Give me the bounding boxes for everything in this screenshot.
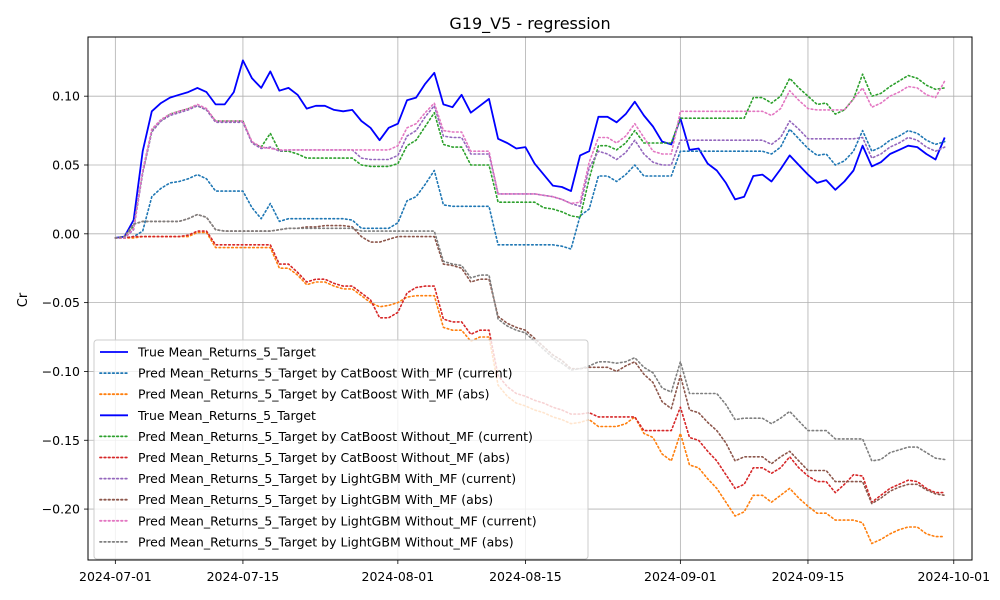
x-tick-label: 2024-07-15	[207, 569, 280, 584]
y-tick-label: 0.05	[52, 157, 80, 172]
y-axis-label: Cr	[16, 292, 31, 307]
series-line-6-pred-mean-returns-5-target-by-lightgbm-with-mf-current	[114, 105, 946, 239]
legend-box	[93, 339, 589, 560]
series-line-2-pred-mean-returns-5-target-by-catboost-with-mf-abs	[114, 231, 946, 545]
x-tick-label: 2024-09-15	[772, 569, 845, 584]
legend-label-8: Pred Mean_Returns_5_Target by LightGBM W…	[138, 513, 537, 528]
legend-label-0: True Mean_Returns_5_Target	[137, 345, 316, 360]
x-tick-label: 2024-07-01	[79, 569, 152, 584]
legend-label-9: Pred Mean_Returns_5_Target by LightGBM W…	[138, 534, 514, 549]
legend-label-5: Pred Mean_Returns_5_Target by CatBoost W…	[138, 450, 510, 465]
legend-label-6: Pred Mean_Returns_5_Target by LightGBM W…	[138, 471, 516, 486]
legend-label-2: Pred Mean_Returns_5_Target by CatBoost W…	[138, 387, 489, 402]
series-lines	[114, 59, 946, 545]
x-tick-label: 2024-08-15	[489, 569, 562, 584]
y-tick-label: −0.15	[42, 433, 80, 448]
series-line-1-pred-mean-returns-5-target-by-catboost-with-mf-current	[114, 128, 946, 250]
series-line-0-true-mean-returns-5-target	[115, 59, 946, 239]
y-tick-label: 0.10	[52, 89, 80, 104]
chart-title: G19_V5 - regression	[449, 14, 610, 34]
plot-frame	[87, 36, 973, 561]
legend-label-4: Pred Mean_Returns_5_Target by CatBoost W…	[138, 429, 533, 444]
y-tick-label: −0.20	[42, 502, 80, 517]
series-line-8-pred-mean-returns-5-target-by-lightgbm-without-mf-current	[114, 80, 946, 239]
legend: True Mean_Returns_5_Target Pred Mean_Retu…	[93, 339, 589, 560]
y-tick-label: −0.05	[42, 295, 80, 310]
y-tick-label: 0.00	[52, 226, 80, 241]
legend-label-1: Pred Mean_Returns_5_Target by CatBoost W…	[138, 366, 512, 381]
x-tick-label: 2024-08-01	[362, 569, 435, 584]
x-tick-label: 2024-09-01	[644, 569, 717, 584]
legend-label-7: Pred Mean_Returns_5_Target by LightGBM W…	[138, 492, 493, 507]
series-line-9-pred-mean-returns-5-target-by-lightgbm-without-mf-abs	[114, 213, 946, 462]
legend-label-3: True Mean_Returns_5_Target	[137, 408, 316, 423]
y-tick-label: −0.10	[42, 364, 80, 379]
axis-ticks: 2024-07-01 2024-07-15 2024-08-01 2024-08-15…	[42, 89, 990, 584]
x-tick-label: 2024-10-01	[917, 569, 990, 584]
